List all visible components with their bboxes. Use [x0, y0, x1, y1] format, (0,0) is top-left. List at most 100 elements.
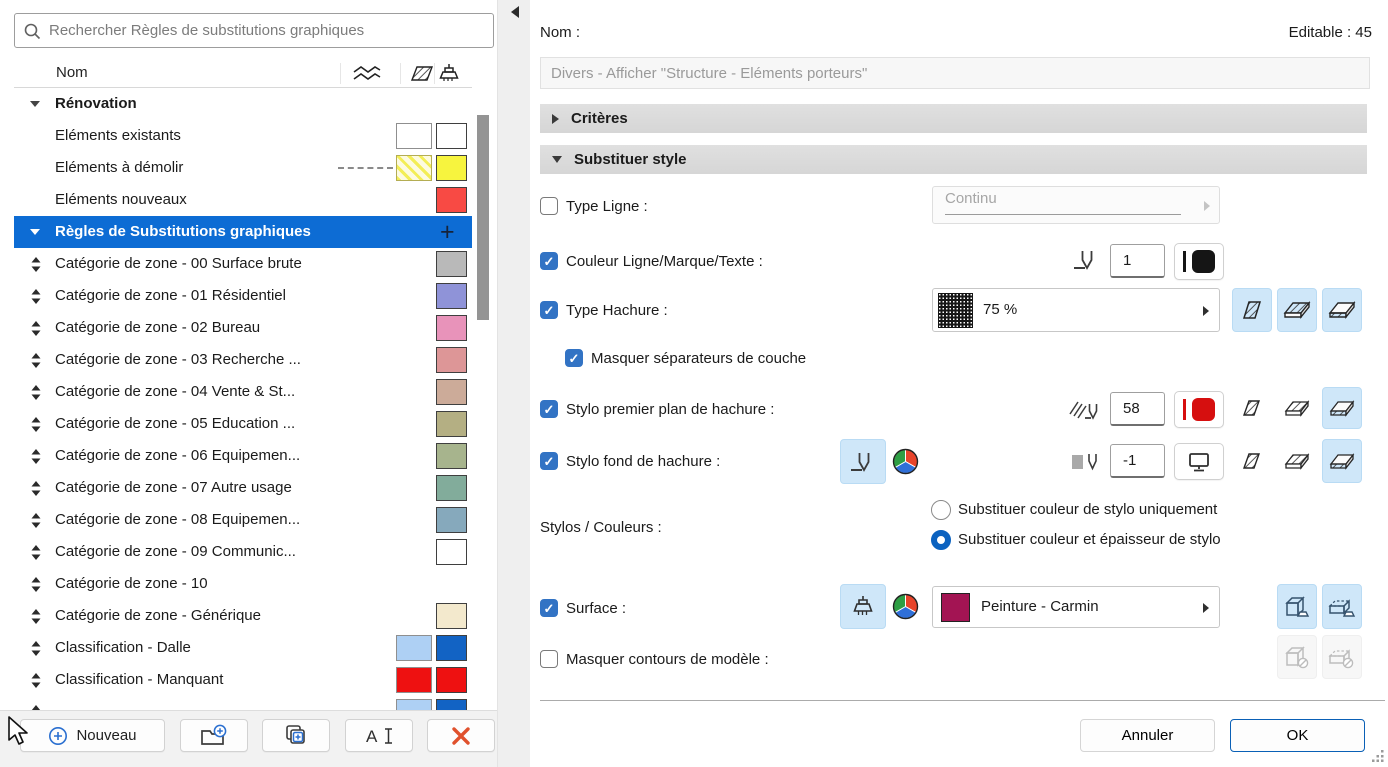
list-item[interactable]: Catégorie de zone - 04 Vente & St...: [14, 376, 472, 408]
search-input[interactable]: [49, 22, 485, 39]
ok-button[interactable]: OK: [1230, 719, 1365, 752]
fill-type-label: Type Hachure :: [566, 302, 668, 319]
reorder-icon: [31, 577, 41, 592]
line-color-checkbox[interactable]: ✓: [540, 252, 558, 270]
reorder-icon: [31, 289, 41, 304]
fill-bg-color-chip[interactable]: [1174, 443, 1224, 480]
surface-uncut-toggle[interactable]: [1277, 584, 1317, 629]
surface-swatch: [436, 699, 467, 710]
list-item[interactable]: Catégorie de zone - 07 Autre usage: [14, 472, 472, 504]
fill-type-dropdown[interactable]: 75 %: [932, 288, 1220, 332]
hide-uncut-contours-toggle: [1277, 635, 1317, 679]
cut-fill-icon: [1242, 301, 1262, 319]
resize-grip[interactable]: [1371, 748, 1385, 762]
line-type-checkbox[interactable]: ✓: [540, 197, 558, 215]
cover-fill-bg-toggle[interactable]: [1277, 439, 1317, 483]
list-group-row[interactable]: Règles de Substitutions graphiques +: [14, 216, 472, 248]
list-item[interactable]: Catégorie de zone - 05 Education ...: [14, 408, 472, 440]
list-scrollbar-thumb[interactable]: [477, 115, 489, 320]
hide-contours-checkbox[interactable]: ✓: [540, 650, 558, 668]
line-pen-input[interactable]: [1110, 244, 1165, 278]
drafting-fill-toggle[interactable]: [1322, 288, 1362, 332]
duplicate-button[interactable]: [262, 719, 330, 752]
list-item[interactable]: Catégorie de zone - 00 Surface brute: [14, 248, 472, 280]
surface-checkbox[interactable]: ✓: [540, 599, 558, 617]
list-item[interactable]: Catégorie de zone - 10: [14, 568, 472, 600]
list-item[interactable]: Catégorie de zone - 03 Recherche ...: [14, 344, 472, 376]
fill-bg-pen-input[interactable]: [1110, 444, 1165, 478]
drafting-fill-bg-toggle[interactable]: [1322, 439, 1362, 483]
fill-bg-checkbox[interactable]: ✓: [540, 452, 558, 470]
fill-type-checkbox[interactable]: ✓: [540, 301, 558, 319]
caret-down-icon[interactable]: [30, 101, 40, 107]
pens-colors-label: Stylos / Couleurs :: [540, 519, 662, 536]
reorder-icon: [31, 353, 41, 368]
surface-swatch: [436, 603, 467, 629]
surface-swatch: [436, 539, 467, 565]
rule-name-field[interactable]: Divers - Afficher "Structure - Eléments …: [540, 57, 1370, 89]
color-wheel-icon[interactable]: [892, 448, 919, 475]
cancel-button[interactable]: Annuler: [1080, 719, 1215, 752]
rename-button[interactable]: A: [345, 719, 413, 752]
cut-fill-pen-toggle[interactable]: [1232, 387, 1272, 429]
copy-plus-icon: [285, 724, 305, 744]
cut-fill-toggle[interactable]: [1232, 288, 1272, 332]
row-label: Catégorie de zone - 03 Recherche ...: [55, 351, 301, 368]
color-wheel-icon[interactable]: [892, 593, 919, 620]
list-item[interactable]: [14, 696, 472, 710]
surface-swatch: [436, 411, 467, 437]
drafting-fill-icon: [1328, 301, 1356, 319]
caret-down-icon[interactable]: [30, 229, 40, 235]
list-item[interactable]: Catégorie de zone - 09 Communic...: [14, 536, 472, 568]
fill-fg-pen-input[interactable]: [1110, 392, 1165, 426]
list-item[interactable]: Classification - Dalle: [14, 632, 472, 664]
list-item[interactable]: Eléments à démolir: [14, 152, 472, 184]
cover-fill-toggle[interactable]: [1277, 288, 1317, 332]
list-group-row[interactable]: Rénovation: [14, 88, 472, 120]
add-rule-icon[interactable]: +: [440, 218, 455, 246]
chevron-right-icon: [552, 113, 559, 124]
collapse-panel-icon[interactable]: [511, 6, 519, 18]
line-color-label: Couleur Ligne/Marque/Texte :: [566, 253, 763, 270]
list-item[interactable]: Catégorie de zone - Générique: [14, 600, 472, 632]
fill-fg-color-chip[interactable]: [1174, 391, 1224, 428]
cut-fill-bg-toggle[interactable]: [1232, 439, 1272, 483]
pen-icon: [851, 452, 870, 472]
list-item[interactable]: Eléments existants: [14, 120, 472, 152]
list-item[interactable]: Catégorie de zone - 01 Résidentiel: [14, 280, 472, 312]
section-criteria[interactable]: Critères: [540, 104, 1367, 133]
pen-color-only-radio[interactable]: [931, 500, 951, 520]
delete-button[interactable]: [427, 719, 495, 752]
list-item[interactable]: Catégorie de zone - 02 Bureau: [14, 312, 472, 344]
surface-paint-toggle[interactable]: [840, 584, 886, 629]
cut-fill-icon: [1243, 453, 1260, 469]
plus-circle-icon: [49, 726, 68, 745]
fill-swatch: [396, 155, 432, 181]
list-item[interactable]: Catégorie de zone - 06 Equipemen...: [14, 440, 472, 472]
line-type-label: Type Ligne :: [566, 198, 648, 215]
rules-list[interactable]: Rénovation Eléments existants Eléments à d…: [14, 88, 472, 710]
list-item[interactable]: Classification - Manquant: [14, 664, 472, 696]
surface-label: Surface :: [566, 600, 627, 617]
hide-separators-checkbox[interactable]: ✓: [565, 349, 583, 367]
surface-cut-toggle[interactable]: [1322, 584, 1362, 629]
pen-color-weight-radio[interactable]: [931, 530, 951, 550]
row-label: Catégorie de zone - 00 Surface brute: [55, 255, 302, 272]
reorder-icon: [31, 545, 41, 560]
search-box[interactable]: [14, 13, 494, 48]
new-folder-button[interactable]: [180, 719, 248, 752]
fill-fg-checkbox[interactable]: ✓: [540, 400, 558, 418]
list-item[interactable]: Eléments nouveaux: [14, 184, 472, 216]
row-label: Catégorie de zone - 01 Résidentiel: [55, 287, 286, 304]
list-item[interactable]: Catégorie de zone - 08 Equipemen...: [14, 504, 472, 536]
drafting-fill-pen-toggle[interactable]: [1322, 387, 1362, 429]
surface-swatch: [436, 507, 467, 533]
line-color-chip[interactable]: [1174, 243, 1224, 280]
surface-dropdown[interactable]: Peinture - Carmin: [932, 586, 1220, 628]
section-override-style[interactable]: Substituer style: [540, 145, 1367, 174]
bg-pen-mode-toggle[interactable]: [840, 439, 886, 484]
cover-fill-pen-toggle[interactable]: [1277, 387, 1317, 429]
new-rule-button[interactable]: Nouveau: [20, 719, 165, 752]
background-pen-icon: [1072, 454, 1097, 471]
reorder-icon: [31, 417, 41, 432]
